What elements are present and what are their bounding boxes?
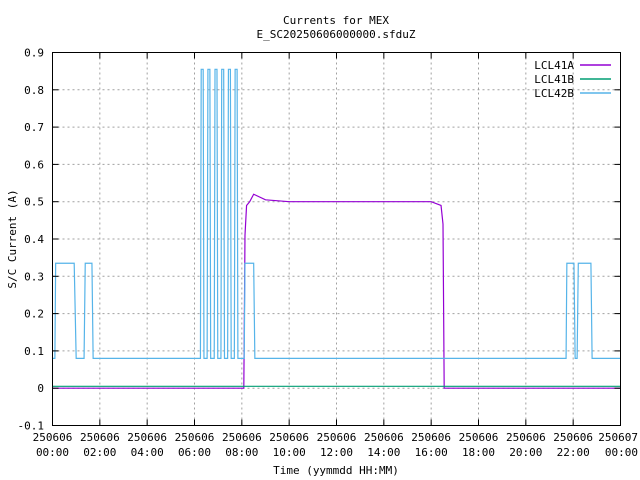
x-tick-label-time: 20:00 <box>509 446 542 459</box>
x-tick-label-date: 250606 <box>175 431 215 444</box>
series-line-lcl42b <box>52 68 621 359</box>
legend-label: LCL41B <box>534 73 574 86</box>
x-tick-label-date: 250606 <box>317 431 357 444</box>
legend-label: LCL42B <box>534 87 574 100</box>
y-tick-label: 0.1 <box>24 345 44 358</box>
x-axis-label: Time (yymmdd HH:MM) <box>273 464 399 477</box>
x-tick-label-date: 250606 <box>127 431 167 444</box>
x-tick-label-date: 250606 <box>80 431 120 444</box>
x-tick-label-date: 250606 <box>33 431 73 444</box>
x-tick-label-date: 250606 <box>222 431 262 444</box>
y-tick-label: -0.1 <box>18 420 45 433</box>
y-tick-label: 0.8 <box>24 84 44 97</box>
grid-lines <box>52 52 621 426</box>
x-tick-label-time: 14:00 <box>367 446 400 459</box>
series-line-lcl41a <box>52 193 621 389</box>
x-tick-label-time: 00:00 <box>605 446 638 459</box>
x-tick-label-time: 08:00 <box>225 446 258 459</box>
x-tick-label-date: 250607 <box>598 431 638 444</box>
legend-label: LCL41A <box>534 59 574 72</box>
x-tick-label-time: 18:00 <box>462 446 495 459</box>
y-axis-label: S/C Current (A) <box>6 189 19 288</box>
y-tick-label: 0.5 <box>24 196 44 209</box>
y-tick-label: 0.4 <box>24 233 44 246</box>
x-tick-label-date: 250606 <box>506 431 546 444</box>
x-tick-label-time: 02:00 <box>83 446 116 459</box>
x-tick-label-time: 22:00 <box>557 446 590 459</box>
y-tick-label: 0.7 <box>24 121 44 134</box>
y-tick-label: 0.6 <box>24 158 44 171</box>
chart-subtitle: E_SC20250606000000.sfduZ <box>257 28 416 41</box>
x-tick-label-date: 250606 <box>411 431 451 444</box>
x-tick-label-date: 250606 <box>553 431 593 444</box>
x-tick-label-time: 10:00 <box>273 446 306 459</box>
x-tick-label-time: 00:00 <box>36 446 69 459</box>
chart-title: Currents for MEX <box>283 14 389 27</box>
plot-series <box>52 68 621 389</box>
x-tick-label-time: 12:00 <box>320 446 353 459</box>
x-tick-label-date: 250606 <box>364 431 404 444</box>
y-tick-label: 0.3 <box>24 270 44 283</box>
axis-ticks: -0.1 0 0.1 0.2 0.3 0.4 0.5 0.6 0.7 0.8 0.9 250606 00… <box>18 47 639 460</box>
y-tick-label: 0 <box>37 382 44 395</box>
x-tick-label-time: 16:00 <box>415 446 448 459</box>
y-tick-label: 0.9 <box>24 47 44 60</box>
x-tick-label-date: 250606 <box>459 431 499 444</box>
y-tick-label: 0.2 <box>24 308 44 321</box>
x-tick-label-time: 06:00 <box>178 446 211 459</box>
x-tick-label-time: 04:00 <box>131 446 164 459</box>
x-tick-label-date: 250606 <box>269 431 309 444</box>
